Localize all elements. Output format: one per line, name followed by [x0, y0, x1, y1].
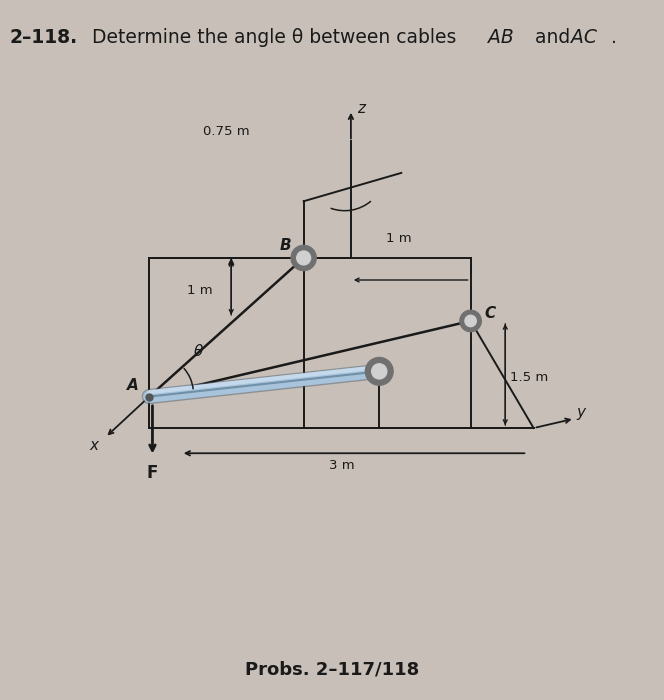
Circle shape	[297, 251, 311, 265]
Circle shape	[291, 245, 316, 271]
Circle shape	[465, 315, 476, 327]
Circle shape	[365, 358, 393, 385]
Text: 2–118.: 2–118.	[10, 28, 78, 47]
Text: A: A	[127, 378, 139, 393]
Text: and: and	[529, 28, 576, 47]
Text: AB: AB	[488, 28, 514, 47]
Text: 1 m: 1 m	[386, 232, 411, 245]
Circle shape	[460, 310, 481, 332]
Text: 3 m: 3 m	[329, 459, 355, 472]
Text: 1 m: 1 m	[187, 284, 212, 298]
Text: .: .	[611, 28, 617, 47]
Text: x: x	[90, 438, 98, 453]
Text: B: B	[280, 239, 291, 253]
Text: z: z	[357, 101, 365, 116]
Text: Probs. 2–117/118: Probs. 2–117/118	[245, 661, 419, 679]
Text: Determine the angle θ between cables: Determine the angle θ between cables	[80, 28, 462, 47]
Text: y: y	[576, 405, 586, 420]
Text: 1.5 m: 1.5 m	[511, 371, 548, 384]
Text: C: C	[485, 306, 496, 321]
Text: F: F	[146, 465, 157, 482]
Text: θ: θ	[193, 344, 203, 358]
Text: 0.75 m: 0.75 m	[203, 125, 250, 138]
Text: AC: AC	[571, 28, 597, 47]
Circle shape	[372, 364, 387, 379]
